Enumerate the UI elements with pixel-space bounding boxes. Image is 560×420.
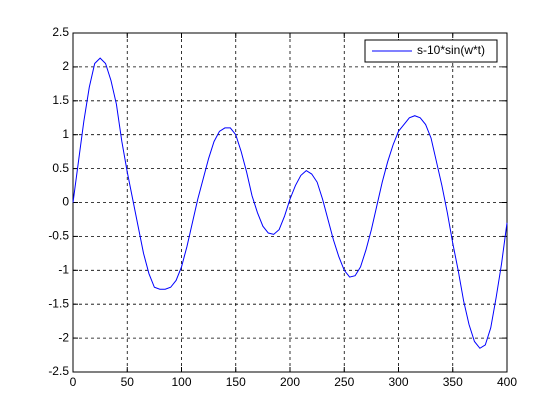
x-tick-label: 300 [388,375,408,389]
legend-box [364,39,498,63]
x-tick-label: 400 [497,375,517,389]
x-tick-label: 100 [171,375,191,389]
y-tick-label: -0.5 [48,229,69,243]
x-tick-label: 200 [280,375,300,389]
x-tick-label: 0 [70,375,77,389]
y-tick-label: -1.5 [48,296,69,310]
y-tick-label: 1 [62,127,69,141]
y-tick-label: -2.5 [48,364,69,378]
y-tick-label: 2.5 [52,25,69,39]
data-line [72,57,508,349]
legend-label: s-10*sin(w*t) [417,43,485,57]
x-tick-label: 150 [226,375,246,389]
x-tick-label: 350 [443,375,463,389]
y-tick-label: 0 [62,195,69,209]
y-tick-label: 0.5 [52,161,69,175]
y-tick-label: -1 [58,262,69,276]
y-tick-label: 1.5 [52,93,69,107]
y-tick-label: 2 [62,59,69,73]
y-tick-label: -2 [58,330,69,344]
x-tick-label: 50 [121,375,135,389]
x-tick-label: 250 [334,375,354,389]
